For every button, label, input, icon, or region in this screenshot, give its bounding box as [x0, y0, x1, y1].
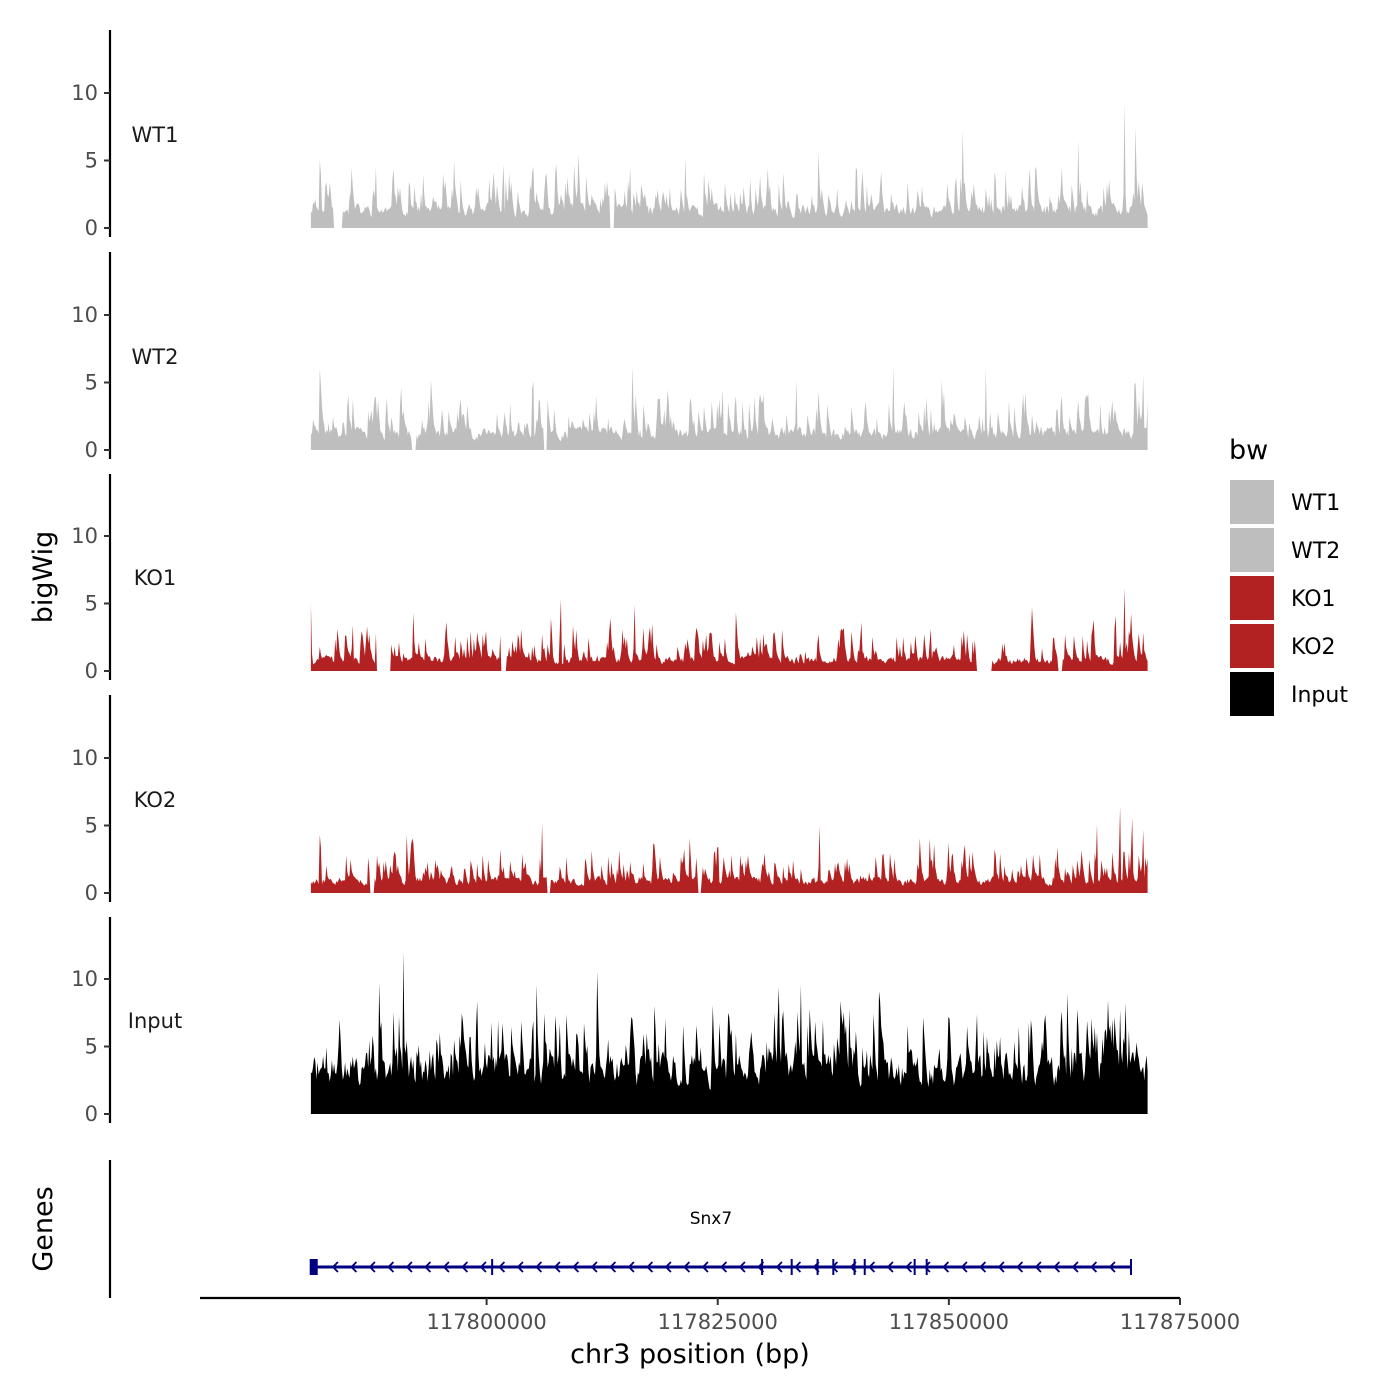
strand-chevron	[794, 1261, 802, 1273]
strand-chevron	[553, 1261, 561, 1273]
legend-swatch	[1230, 624, 1274, 668]
x-tick-label: 117825000	[658, 1310, 778, 1334]
y-axis-title: bigWig	[28, 531, 59, 624]
gene-track: Snx7	[108, 1160, 1132, 1298]
strand-chevron	[479, 1261, 487, 1273]
strand-chevron	[738, 1261, 746, 1273]
strand-chevron	[960, 1261, 968, 1273]
track-label: Input	[128, 1009, 182, 1033]
strand-chevron	[1053, 1261, 1061, 1273]
y-tick-label: 5	[85, 371, 98, 395]
strand-chevron	[461, 1261, 469, 1273]
strand-chevron	[387, 1261, 395, 1273]
legend: bw WT1 WT2 KO1 KO2 Input	[1229, 435, 1348, 716]
y-tick-label: 0	[85, 881, 98, 905]
legend-swatch	[1230, 576, 1274, 620]
strand-chevron	[368, 1261, 376, 1273]
strand-chevron	[1071, 1261, 1079, 1273]
signal-area-input	[310, 952, 1148, 1114]
strand-chevron	[886, 1261, 894, 1273]
y-tick-label: 0	[85, 659, 98, 683]
y-tick-label: 5	[85, 149, 98, 173]
strand-chevron	[442, 1261, 450, 1273]
signal-area-wt1	[310, 101, 1148, 228]
legend-label: KO2	[1291, 635, 1336, 660]
strand-chevron	[775, 1261, 783, 1273]
strand-chevron	[997, 1261, 1005, 1273]
strand-chevron	[1016, 1261, 1024, 1273]
signal-area-ko1	[310, 587, 1148, 671]
y-tick-label: 0	[85, 1102, 98, 1126]
strand-chevron	[701, 1261, 709, 1273]
y-tick-label: 10	[71, 967, 98, 991]
y-tick-label: 10	[71, 524, 98, 548]
strand-chevron	[350, 1261, 358, 1273]
x-tick-label: 117800000	[426, 1310, 546, 1334]
strand-chevron	[1108, 1261, 1116, 1273]
track-wt1: 0 5 10 WT1	[71, 30, 1148, 240]
track-input: 0 5 10 Input	[71, 917, 1148, 1126]
gene-exon	[309, 1259, 318, 1275]
y-tick-label: 0	[85, 216, 98, 240]
y-tick-label: 0	[85, 438, 98, 462]
strand-chevron	[405, 1261, 413, 1273]
x-axis: 117800000 117825000 117850000 117875000	[200, 1296, 1240, 1334]
track-label: KO2	[134, 788, 177, 812]
track-ko1: 0 5 10 KO1	[71, 474, 1148, 683]
track-ko2: 0 5 10 KO2	[71, 695, 1148, 905]
strand-chevron	[331, 1261, 339, 1273]
signal-area-wt2	[310, 366, 1148, 450]
gene-name-label: Snx7	[690, 1209, 732, 1229]
x-tick-label: 117850000	[889, 1310, 1009, 1334]
y-tick-label: 10	[71, 746, 98, 770]
strand-chevron	[646, 1261, 654, 1273]
track-label: WT2	[132, 345, 179, 369]
y-tick-label: 5	[85, 814, 98, 838]
legend-label: KO1	[1291, 587, 1336, 612]
track-wt2: 0 5 10 WT2	[71, 252, 1148, 462]
y-tick-label: 5	[85, 592, 98, 616]
strand-chevron	[720, 1261, 728, 1273]
strand-chevron	[572, 1261, 580, 1273]
legend-title: bw	[1229, 435, 1268, 466]
genes-axis-title: Genes	[28, 1186, 59, 1271]
legend-label: WT2	[1291, 539, 1340, 564]
legend-label: WT1	[1291, 491, 1340, 516]
strand-chevron	[516, 1261, 524, 1273]
y-tick-label: 10	[71, 81, 98, 105]
strand-chevron	[1090, 1261, 1098, 1273]
strand-chevron	[942, 1261, 950, 1273]
y-tick-label: 10	[71, 303, 98, 327]
strand-chevron	[609, 1261, 617, 1273]
strand-chevron	[683, 1261, 691, 1273]
signal-tracks: 0 5 10 WT1 0 5 10 WT2 0 5 10 KO1 0 5 10 KO2 0 5 10 Input	[71, 30, 1148, 1126]
strand-chevron	[535, 1261, 543, 1273]
legend-label: Input	[1291, 683, 1348, 708]
x-tick-label: 117875000	[1120, 1310, 1240, 1334]
strand-chevron	[868, 1261, 876, 1273]
track-label: KO1	[134, 566, 177, 590]
legend-swatch	[1230, 672, 1274, 716]
strand-chevron	[905, 1261, 913, 1273]
x-axis-title: chr3 position (bp)	[570, 1339, 810, 1370]
strand-chevron	[424, 1261, 432, 1273]
strand-chevron	[1034, 1261, 1042, 1273]
track-label: WT1	[132, 123, 179, 147]
signal-area-ko2	[310, 806, 1148, 893]
strand-chevron	[979, 1261, 987, 1273]
strand-chevron	[664, 1261, 672, 1273]
strand-chevron	[498, 1261, 506, 1273]
strand-chevron	[627, 1261, 635, 1273]
legend-swatch	[1230, 480, 1274, 524]
strand-chevron	[590, 1261, 598, 1273]
legend-swatch	[1230, 528, 1274, 572]
strand-chevron	[923, 1261, 931, 1273]
y-tick-label: 5	[85, 1035, 98, 1059]
